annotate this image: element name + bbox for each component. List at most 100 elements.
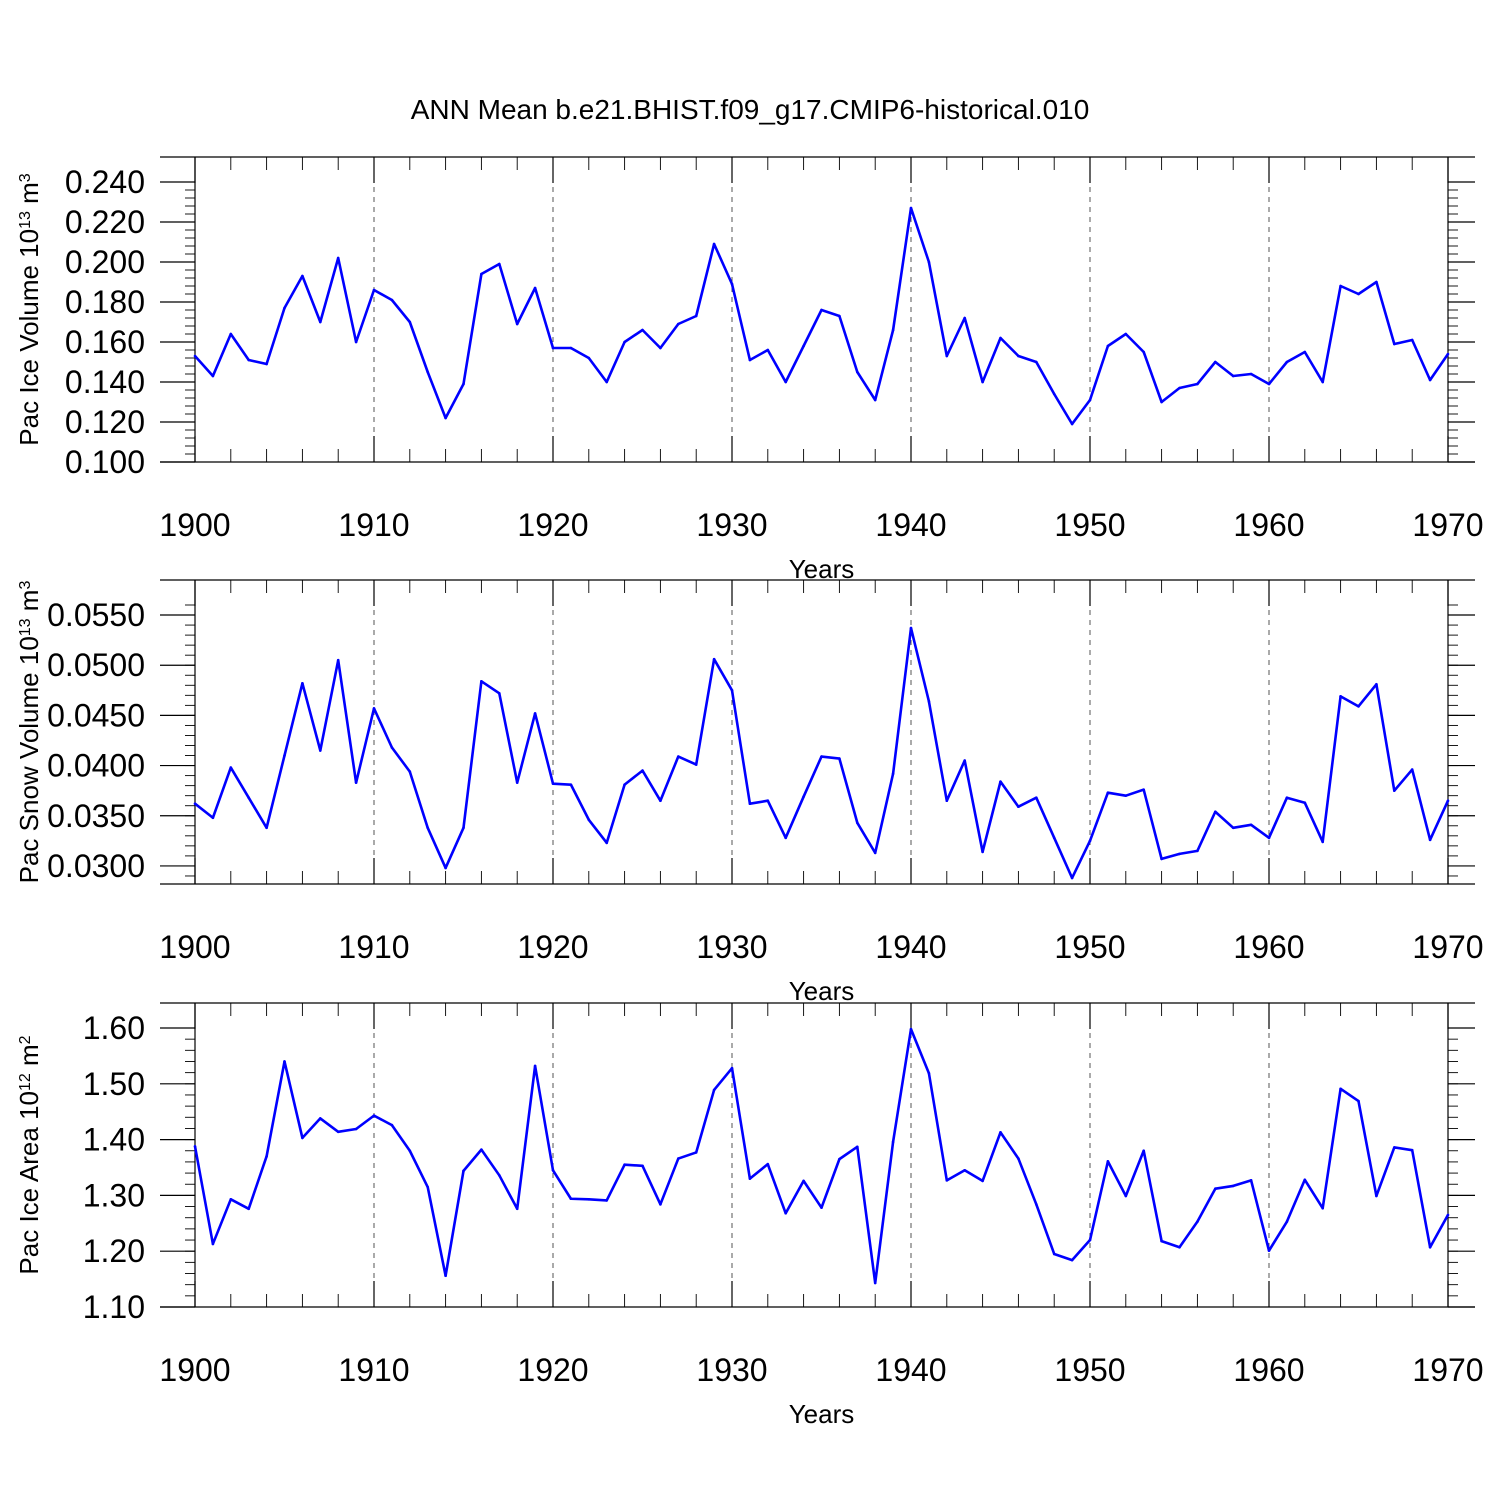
data-point (945, 799, 949, 803)
data-point (336, 1130, 340, 1134)
data-point (1339, 284, 1342, 288)
data-point (909, 626, 913, 630)
data-point (802, 344, 805, 348)
data-point (1142, 350, 1145, 354)
y-tick-label: 0.140 (65, 364, 145, 400)
y-tick-label: 1.60 (83, 1010, 145, 1046)
data-point (1375, 280, 1378, 284)
data-point (1124, 332, 1128, 336)
data-point (1196, 382, 1199, 386)
data-point (533, 1064, 537, 1068)
data-point (515, 1207, 519, 1211)
data-point (408, 770, 412, 773)
data-point (265, 362, 268, 366)
data-point (336, 658, 340, 662)
data-point (641, 1164, 644, 1168)
data-point (1339, 1087, 1342, 1091)
data-point (480, 679, 483, 683)
data-point (659, 799, 662, 803)
data-point (712, 1088, 716, 1092)
data-point (1178, 386, 1181, 390)
x-tick-label: 1960 (1233, 507, 1304, 543)
data-point (838, 314, 841, 318)
data-point (426, 826, 430, 830)
data-point (587, 356, 591, 360)
data-point (229, 766, 233, 769)
y-tick-label: 1.20 (83, 1233, 145, 1269)
y-tick-label: 0.0500 (47, 647, 145, 683)
data-point (1303, 350, 1307, 354)
data-point (784, 380, 787, 384)
data-point (1214, 360, 1217, 364)
data-point (229, 1198, 233, 1201)
data-point (193, 1144, 197, 1148)
data-point (408, 1149, 412, 1153)
data-point (1070, 422, 1074, 426)
data-point (963, 759, 966, 762)
data-point (283, 754, 286, 757)
data-point (1249, 1179, 1253, 1182)
data-point (891, 1140, 895, 1144)
y-tick-label: 0.180 (65, 284, 145, 320)
data-point (444, 1274, 447, 1278)
data-point (1357, 292, 1360, 296)
data-point (1017, 1157, 1020, 1160)
data-point (784, 836, 787, 840)
x-tick-label: 1950 (1054, 1352, 1125, 1388)
data-point (712, 242, 716, 246)
data-point (408, 320, 412, 324)
y-tick-label: 0.200 (65, 244, 145, 280)
data-point (211, 374, 215, 378)
data-point (533, 286, 537, 290)
data-point (1303, 1178, 1307, 1182)
data-point (498, 692, 501, 695)
x-tick-label: 1930 (696, 929, 767, 965)
data-point (1339, 695, 1342, 698)
data-point (730, 282, 734, 286)
data-point (193, 802, 197, 806)
x-axis-title: Years (789, 976, 855, 1006)
y-tick-label: 0.0450 (47, 697, 145, 733)
data-point (551, 1168, 555, 1172)
x-tick-label: 1960 (1233, 1352, 1304, 1388)
x-tick-label: 1940 (875, 929, 946, 965)
data-point (1088, 839, 1092, 843)
data-point (319, 320, 322, 324)
data-point (301, 274, 304, 278)
data-point (730, 689, 734, 692)
data-point (283, 1060, 286, 1063)
x-tick-label: 1920 (517, 1352, 588, 1388)
data-point (766, 1162, 770, 1166)
data-point (1410, 338, 1414, 342)
data-point (1249, 823, 1253, 827)
data-point (515, 781, 519, 784)
data-point (641, 328, 644, 332)
data-point (587, 818, 591, 822)
data-point (981, 850, 984, 854)
data-point (963, 316, 966, 320)
data-point (1124, 1194, 1128, 1198)
x-tick-label: 1960 (1233, 929, 1304, 965)
x-tick-label: 1930 (696, 507, 767, 543)
data-point (515, 322, 519, 326)
chart-title: ANN Mean b.e21.BHIST.f09_g17.CMIP6-histo… (411, 94, 1090, 125)
data-point (336, 256, 340, 260)
data-point (999, 1131, 1002, 1134)
y-tick-label: 0.220 (65, 204, 145, 240)
data-point (1357, 705, 1360, 708)
data-point (1178, 852, 1181, 856)
data-point (1321, 1206, 1324, 1210)
data-point (1088, 1238, 1092, 1242)
data-point (748, 358, 752, 362)
data-point (856, 370, 859, 374)
data-point (372, 1114, 376, 1117)
data-point (426, 370, 430, 374)
data-point (909, 206, 913, 210)
x-tick-label: 1900 (159, 1352, 230, 1388)
data-point (1321, 840, 1324, 844)
data-point (891, 328, 895, 332)
data-point (1052, 1252, 1056, 1256)
data-point (1142, 788, 1145, 791)
data-point (193, 354, 197, 358)
data-point (712, 657, 716, 661)
